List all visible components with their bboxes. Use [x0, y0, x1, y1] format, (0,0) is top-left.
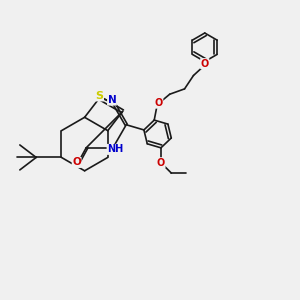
Text: S: S	[95, 91, 104, 101]
Text: O: O	[201, 58, 209, 69]
Text: NH: NH	[107, 144, 123, 154]
Text: O: O	[157, 158, 165, 168]
Text: O: O	[154, 98, 163, 108]
Text: O: O	[72, 158, 81, 167]
Text: N: N	[108, 95, 116, 105]
